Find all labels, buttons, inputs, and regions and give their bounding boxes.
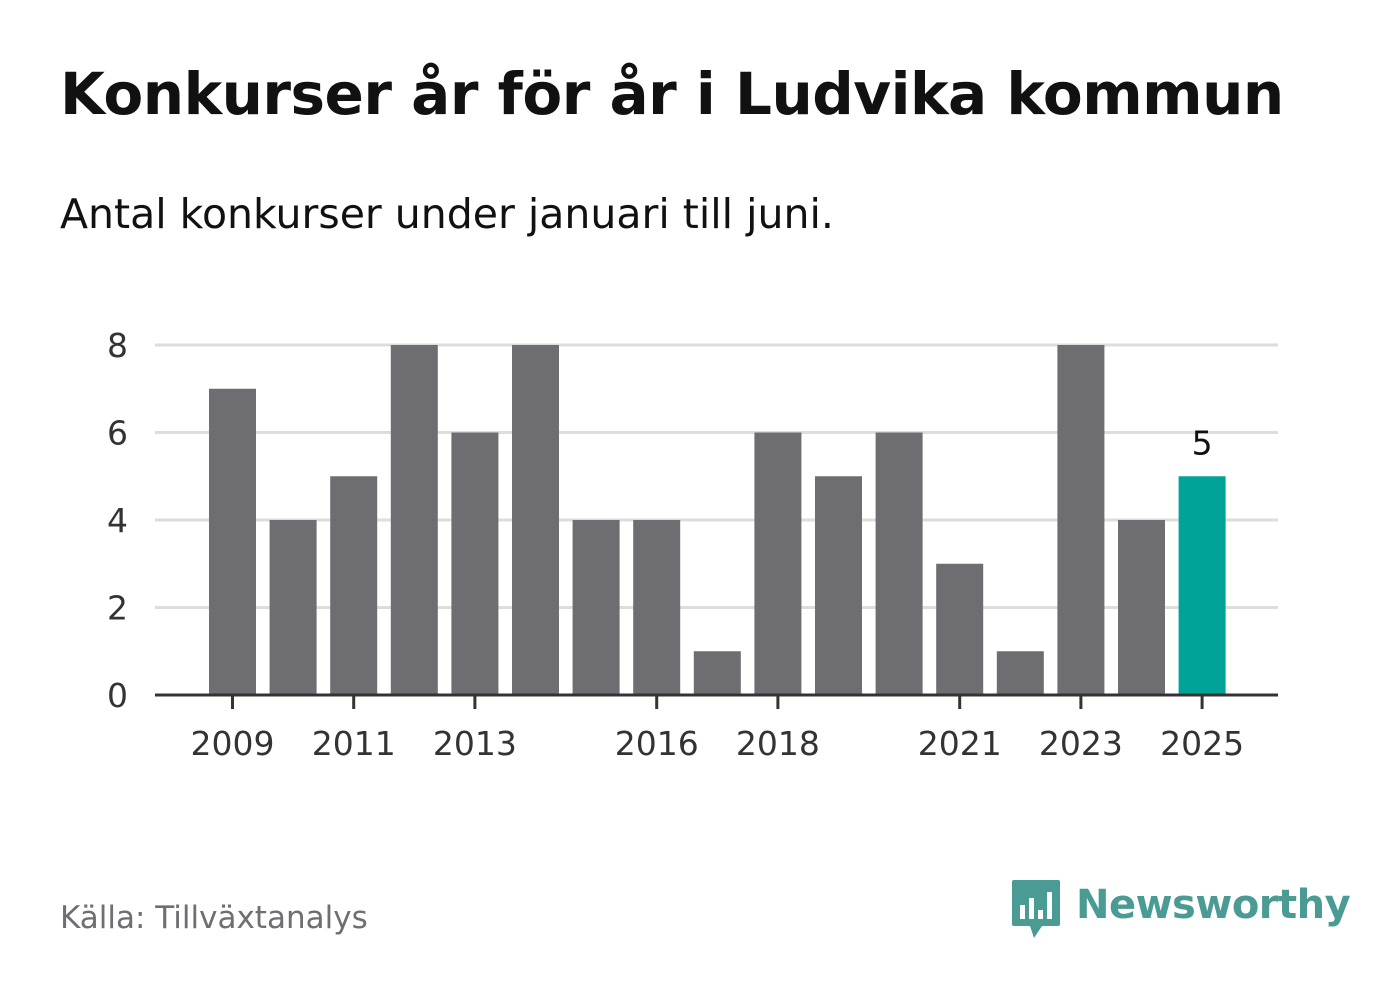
bar-2013 (451, 432, 499, 695)
x-tick-label: 2016 (615, 724, 699, 763)
brand-logo[interactable]: Newsworthy (1010, 878, 1351, 942)
x-tick-label: 2021 (918, 724, 1002, 763)
bar-2011 (330, 476, 378, 695)
x-tick-label: 2025 (1160, 724, 1244, 763)
x-tick-label: 2011 (312, 724, 396, 763)
grid-lines (155, 343, 1278, 609)
x-tick-label: 2018 (736, 724, 820, 763)
bar-2014 (512, 345, 559, 695)
brand-name: Newsworthy (1076, 882, 1351, 928)
y-tick-label: 0 (107, 676, 128, 715)
y-tick-label: 2 (107, 589, 128, 628)
bar-2019 (815, 476, 862, 695)
bar-2012 (390, 345, 438, 695)
bar-2020 (875, 432, 923, 695)
bar-2023 (1057, 345, 1105, 695)
x-tick-label: 2009 (191, 724, 275, 763)
data-label-2025: 5 (1192, 423, 1213, 462)
bar-2009 (209, 388, 256, 695)
axes (155, 693, 1278, 709)
newsworthy-logo-icon (1012, 880, 1060, 938)
y-tick-label: 6 (107, 414, 128, 453)
bar-2017 (693, 651, 741, 695)
bar-2025 (1178, 476, 1226, 695)
bar-2016 (633, 520, 681, 695)
bar-2018 (754, 432, 802, 695)
source-note: Källa: Tillväxtanalys (60, 900, 368, 936)
chart-title: Konkurser år för år i Ludvika kommun (60, 60, 1284, 128)
chart-subtitle: Antal konkurser under januari till juni. (60, 190, 834, 238)
bar-2015 (572, 520, 620, 695)
bar-2021 (936, 563, 984, 695)
x-tick-label: 2013 (433, 724, 517, 763)
bar-2010 (269, 520, 317, 695)
y-tick-label: 8 (107, 326, 128, 365)
bar-2024 (1118, 520, 1165, 695)
x-tick-label: 2023 (1039, 724, 1123, 763)
labels: 0 2 4 6 8 5 2009 2011 2013 2016 2018 2021 2023 2025 (107, 326, 1244, 763)
bars (209, 345, 1226, 695)
bar-2022 (996, 651, 1044, 695)
y-tick-label: 4 (107, 501, 128, 540)
